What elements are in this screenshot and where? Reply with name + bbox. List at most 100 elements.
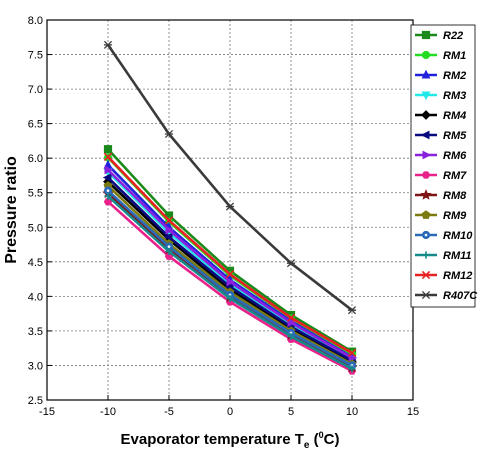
legend-item-rm3: RM3 — [415, 90, 466, 102]
legend-label: RM8 — [443, 190, 467, 202]
x-tick-label: 15 — [407, 406, 419, 418]
legend-label: RM6 — [443, 150, 467, 162]
legend-swatch-marker — [421, 210, 431, 219]
legend-swatch-marker — [420, 189, 432, 200]
legend-label: RM11 — [443, 250, 472, 262]
legend-label: RM4 — [443, 110, 466, 122]
y-tick-label: 3.5 — [28, 326, 43, 338]
data-point-rm12 — [103, 152, 113, 161]
legend-item-rm4: RM4 — [415, 110, 466, 122]
x-axis-title-unit: C) — [324, 431, 340, 448]
legend-label: RM3 — [443, 90, 466, 102]
y-tick-label: 4.0 — [28, 291, 43, 303]
data-point-rm6 — [104, 165, 114, 175]
legend-swatch-marker — [421, 270, 431, 280]
y-tick-label: 7.5 — [28, 50, 43, 62]
legend-item-rm5: RM5 — [415, 130, 467, 142]
data-point-rm12 — [286, 313, 296, 322]
legend-swatch-marker — [420, 130, 430, 140]
legend-item-rm2: RM2 — [415, 69, 466, 82]
y-tick-label: 5.0 — [28, 222, 43, 234]
legend-box — [410, 24, 476, 308]
legend-item-r407c: R407C — [415, 290, 478, 302]
data-point-rm10-dot — [106, 189, 110, 192]
y-tick-label: 2.5 — [28, 395, 43, 407]
y-tick-label: 8.0 — [28, 15, 43, 27]
y-tick-label: 6.5 — [28, 119, 43, 131]
legend-swatch-marker-dot — [424, 233, 428, 237]
legend-item-rm11: RM11 — [415, 250, 472, 262]
data-point-rm11 — [348, 365, 356, 373]
legend-label: RM1 — [443, 50, 466, 62]
legend-item-rm12: RM12 — [415, 270, 472, 282]
data-point-rm6 — [348, 353, 358, 363]
tick-labels: -15 -10 -5 0 5 10 15 2.5 3.0 3.5 4.0 4.5 5.0 5.5 6.0 6.… — [28, 15, 419, 418]
data-point-rm10-dot — [167, 245, 171, 248]
legend-swatch-marker — [421, 290, 431, 300]
y-tick-label: 5.5 — [28, 188, 43, 200]
y-tick-label: 7.0 — [28, 84, 43, 96]
x-axis-title: Evaporator temperature Te (0C) — [121, 430, 340, 451]
x-tick-label: -5 — [164, 406, 174, 418]
legend-swatch-marker — [421, 69, 431, 79]
legend-label: R22 — [443, 30, 463, 42]
data-point-rm5 — [102, 173, 112, 182]
data-point-rm11 — [165, 247, 173, 256]
legend-item-rm7: RM7 — [415, 170, 467, 182]
legend-label: RM7 — [443, 170, 467, 182]
data-point-rm11 — [287, 332, 295, 341]
series-r407c — [103, 40, 357, 315]
series-rm11 — [104, 192, 356, 373]
legend-swatch-marker — [421, 30, 431, 40]
data-point-r407c — [164, 129, 174, 139]
x-axis-title-main: Evaporator temperature T — [121, 431, 304, 448]
series-rm12 — [103, 152, 357, 358]
data-point-rm6 — [287, 318, 297, 328]
legend-item-r22: R22 — [415, 30, 463, 42]
x-tick-label: 0 — [227, 406, 233, 418]
legend-swatch-marker — [421, 50, 431, 60]
data-point-rm11 — [104, 192, 112, 200]
y-tick-label: 3.0 — [28, 360, 43, 372]
legend-label: R407C — [443, 290, 478, 302]
data-point-rm6 — [226, 277, 236, 287]
data-point-rm12 — [225, 270, 235, 279]
x-axis-title-sub: e — [304, 440, 310, 451]
y-tick-label: 6.0 — [28, 153, 43, 165]
data-point-r407c — [103, 40, 113, 49]
x-tick-label: -10 — [100, 406, 116, 418]
x-axis-title-sup: 0 — [319, 430, 324, 440]
data-point-rm6 — [165, 225, 175, 235]
data-point-r407c — [286, 259, 296, 268]
x-tick-label: -15 — [39, 406, 55, 418]
x-axis-title-paren: ( — [309, 431, 318, 448]
legend-label: RM9 — [443, 210, 467, 222]
legend-swatch-marker — [421, 110, 431, 120]
legend: R22 RM1 RM2 RM3 RM4 RM5 RM6 RM7 RM8 RM9 RM10 RM11 RM… — [410, 24, 478, 308]
legend-item-rm10: RM10 — [415, 230, 473, 242]
data-point-rm12 — [347, 348, 357, 358]
legend-swatch-marker — [421, 91, 431, 101]
data-point-r407c — [225, 202, 235, 211]
legend-item-rm1: RM1 — [415, 50, 466, 62]
x-tick-label: 10 — [346, 406, 358, 418]
legend-label: RM12 — [443, 270, 472, 282]
legend-item-rm6: RM6 — [415, 150, 467, 162]
legend-item-rm8: RM8 — [415, 189, 467, 202]
data-point-r407c — [347, 306, 357, 315]
series-group — [102, 40, 358, 375]
series-rm6 — [104, 165, 358, 363]
legend-swatch-marker — [421, 171, 431, 179]
legend-label: RM5 — [443, 130, 467, 142]
y-tick-label: 4.5 — [28, 257, 43, 269]
x-tick-label: 5 — [288, 406, 294, 418]
legend-item-rm9: RM9 — [415, 210, 467, 222]
legend-label: RM10 — [443, 230, 473, 242]
data-point-r22 — [103, 145, 113, 154]
data-point-rm12 — [164, 216, 174, 225]
data-point-rm11 — [226, 294, 234, 303]
legend-label: RM2 — [443, 70, 466, 82]
y-axis-title: Pressure ratio — [3, 156, 20, 264]
